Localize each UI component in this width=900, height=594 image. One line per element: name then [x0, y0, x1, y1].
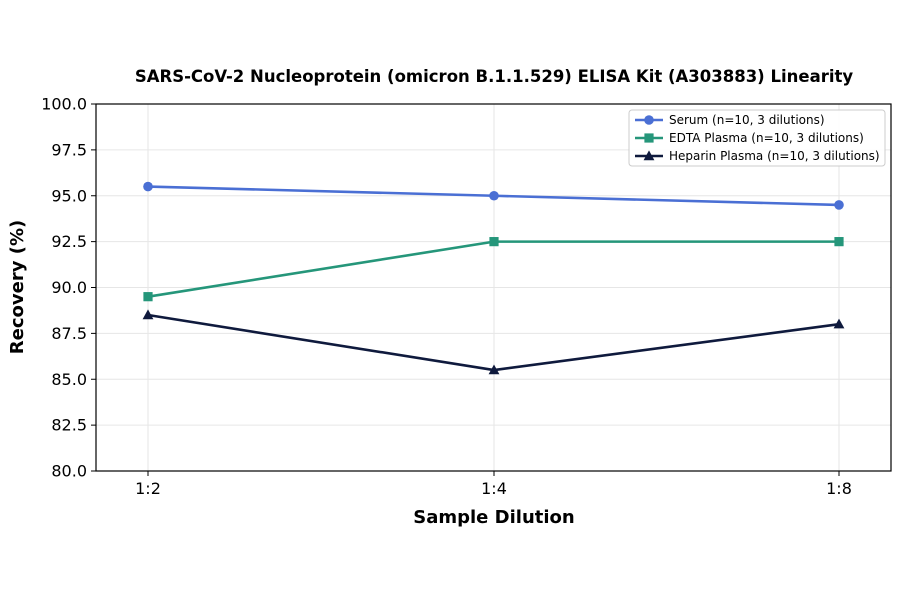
legend-marker	[643, 150, 655, 161]
series-1	[143, 181, 844, 210]
y-tick-label: 80.0	[51, 462, 87, 481]
data-point	[143, 292, 153, 302]
legend-label: Serum (n=10, 3 dilutions)	[669, 113, 825, 127]
y-tick-label: 90.0	[51, 278, 87, 297]
x-tick-label: 1:2	[135, 479, 161, 498]
y-tick-label: 82.5	[51, 416, 87, 435]
y-tick-label: 92.5	[51, 232, 87, 251]
series-3	[142, 309, 845, 375]
y-tick-label: 100.0	[41, 95, 87, 114]
series-2	[143, 237, 844, 302]
legend-item: Heparin Plasma (n=10, 3 dilutions)	[635, 149, 880, 163]
legend-item: Serum (n=10, 3 dilutions)	[635, 113, 825, 127]
legend-marker	[644, 115, 654, 125]
legend: Serum (n=10, 3 dilutions) EDTA Plasma (n=…	[628, 109, 886, 167]
legend-label: EDTA Plasma (n=10, 3 dilutions)	[669, 131, 864, 145]
series-layer	[142, 181, 845, 375]
y-tick-label: 85.0	[51, 370, 87, 389]
legend-marker	[644, 133, 654, 143]
x-tick-label: 1:4	[481, 479, 507, 498]
y-tick-label: 95.0	[51, 186, 87, 205]
data-point	[489, 190, 499, 201]
y-axis-label: Recovery (%)	[7, 220, 28, 354]
y-tick-label: 97.5	[51, 140, 87, 159]
data-point	[834, 237, 844, 247]
y-axis-ticks: 80.0 82.5 85.0 87.5 90.0 92.5 95.0 97.5 100.0	[41, 95, 96, 481]
data-point	[142, 309, 154, 320]
legend-item: EDTA Plasma (n=10, 3 dilutions)	[635, 131, 864, 145]
x-axis-ticks: 1:2 1:4 1:8	[135, 471, 852, 498]
x-axis-label: Sample Dilution	[413, 507, 574, 528]
data-point	[143, 181, 153, 192]
data-point	[488, 364, 500, 375]
legend-label: Heparin Plasma (n=10, 3 dilutions)	[669, 149, 880, 163]
data-point	[834, 200, 844, 210]
y-tick-label: 87.5	[51, 324, 87, 343]
data-point	[833, 318, 845, 329]
x-tick-label: 1:8	[826, 479, 852, 498]
data-point	[489, 237, 499, 247]
legend-box	[628, 109, 886, 167]
chart-title: SARS-CoV-2 Nucleoprotein (omicron B.1.1.…	[135, 67, 854, 86]
